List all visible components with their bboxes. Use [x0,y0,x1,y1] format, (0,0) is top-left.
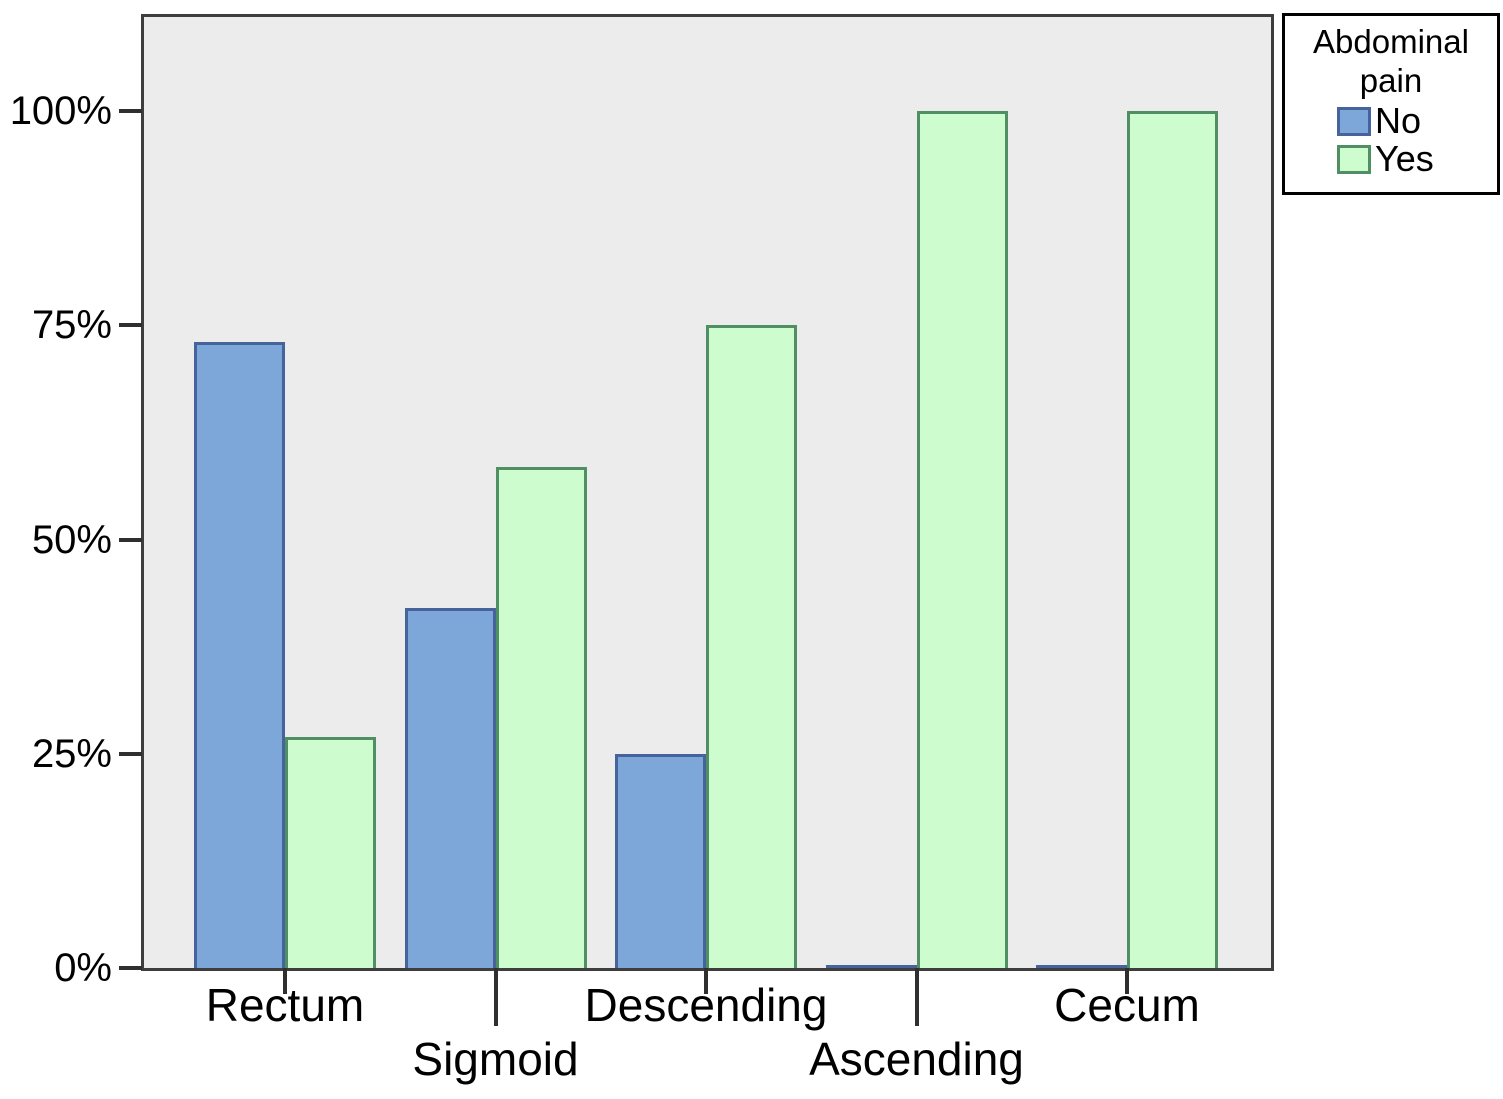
bar-ascending-no [825,965,917,968]
x-tick-rectum [283,968,287,994]
bar-ascending-yes [916,111,1008,968]
x-label-sigmoid: Sigmoid [412,1033,579,1085]
y-tick-label-0: 0% [54,946,112,990]
y-tick-100 [119,109,142,113]
bar-sigmoid-yes [495,467,587,968]
bar-cecum-yes [1127,111,1218,968]
y-tick-25 [119,751,142,756]
legend-item-label-yes: Yes [1375,138,1434,179]
y-tick-label-100: 100% [9,89,112,133]
y-tick-label-50: 50% [31,517,112,562]
legend-swatch-yes [1337,144,1371,174]
legend-item-label-no: No [1375,100,1422,141]
bar-rectum-yes [285,737,376,968]
legend-item-no: No [1337,102,1497,140]
legend: Abdominal pain No Yes [1282,13,1500,195]
bar-descending-no [615,754,706,968]
x-label-cecum: Cecum [1054,979,1200,1031]
legend-swatch-no [1337,106,1371,136]
bar-rectum-no [194,342,285,968]
y-tick-0 [119,966,142,970]
y-tick-label-25: 25% [31,731,112,776]
y-tick-75 [119,323,142,328]
x-tick-ascending [914,968,919,1026]
legend-items: No Yes [1285,102,1497,178]
plot-area [141,14,1274,971]
legend-title: Abdominal pain [1313,23,1469,99]
x-label-descending: Descending [584,979,828,1031]
x-label-rectum: Rectum [205,979,365,1031]
legend-item-yes: Yes [1337,140,1497,178]
x-label-ascending: Ascending [809,1033,1024,1085]
x-tick-cecum [1125,968,1129,994]
y-tick-50 [119,537,142,542]
x-tick-sigmoid [493,968,498,1026]
x-tick-descending [704,968,708,994]
bar-sigmoid-no [404,608,496,968]
bar-descending-yes [706,325,797,968]
y-tick-label-75: 75% [31,303,112,348]
bar-cecum-no [1036,965,1127,968]
